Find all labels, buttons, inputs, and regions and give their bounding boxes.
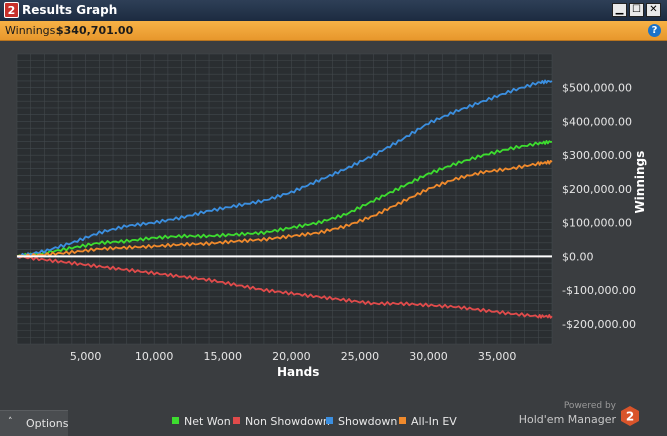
series-lines xyxy=(16,79,553,319)
plot-area xyxy=(17,54,552,344)
close-button[interactable]: ✕ xyxy=(646,3,661,17)
results-chart: 5,000 10,000 15,000 20,000 25,000 30,000 35,00… xyxy=(16,53,647,379)
series-line-net-won xyxy=(16,140,553,258)
legend-swatch xyxy=(326,417,333,424)
app-logo-icon: 2 xyxy=(4,2,19,18)
x-tick-label: 20,000 xyxy=(272,350,311,363)
help-icon[interactable]: ? xyxy=(648,24,661,37)
x-tick-label: 30,000 xyxy=(409,350,448,363)
x-tick-label: 25,000 xyxy=(341,350,380,363)
x-tick-label: 35,000 xyxy=(478,350,517,363)
x-axis-label: Hands xyxy=(277,365,319,379)
series-line-all-in-ev xyxy=(16,160,553,258)
legend-swatch xyxy=(233,417,240,424)
winnings-label: Winnings: xyxy=(5,24,60,37)
legend-label: All-In EV xyxy=(411,415,457,428)
options-button[interactable]: ˄ Options xyxy=(0,410,68,436)
y-tick-label: $100,000.00 xyxy=(562,217,632,230)
y-tick-label: $200,000.00 xyxy=(562,183,632,196)
y-tick-label: $300,000.00 xyxy=(562,149,632,162)
chevron-up-icon: ˄ xyxy=(8,417,13,427)
legend-label: Showdown xyxy=(338,415,398,428)
y-tick-label: -$200,000.00 xyxy=(562,318,636,331)
holdem-manager-logo-icon: 2 xyxy=(621,406,639,426)
legend-item[interactable]: All-In EV xyxy=(399,415,457,428)
y-axis-label: Winnings xyxy=(633,151,647,214)
title-bar[interactable]: 2 Results Graph ▁ ☐ ✕ xyxy=(0,0,667,21)
x-tick-label: 15,000 xyxy=(204,350,243,363)
series-line-showdown xyxy=(16,79,553,259)
legend-item[interactable]: Showdown xyxy=(326,415,397,428)
winnings-value: $340,701.00 xyxy=(56,24,134,37)
powered-by-text: Powered by xyxy=(563,401,616,411)
legend-swatch xyxy=(399,417,406,424)
x-axis-ticks: 5,000 10,000 15,000 20,000 25,000 30,000 35,00… xyxy=(70,350,517,363)
logo-digit: 2 xyxy=(626,410,634,424)
legend-item[interactable]: Net Won xyxy=(172,415,231,428)
grid xyxy=(16,53,553,345)
y-axis-ticks: $500,000.00 $400,000.00 $300,000.00 $200,00… xyxy=(562,82,636,331)
legend-item[interactable]: Non Showdown xyxy=(233,415,330,428)
y-tick-label: $400,000.00 xyxy=(562,115,632,128)
y-tick-label: $0.00 xyxy=(562,250,594,263)
y-tick-label: $500,000.00 xyxy=(562,82,632,95)
x-tick-label: 10,000 xyxy=(135,350,174,363)
maximize-button[interactable]: ☐ xyxy=(629,3,644,17)
window-title: Results Graph xyxy=(22,3,118,17)
legend-label: Non Showdown xyxy=(245,415,330,428)
winnings-info-bar: Winnings: $340,701.00 ? xyxy=(0,21,667,41)
legend-label: Net Won xyxy=(184,415,231,428)
options-label: Options xyxy=(26,417,69,430)
y-tick-label: -$100,000.00 xyxy=(562,284,636,297)
x-tick-label: 5,000 xyxy=(70,350,102,363)
series-line-non-showdown xyxy=(16,255,553,319)
legend-swatch xyxy=(172,417,179,424)
minimize-button[interactable]: ▁ xyxy=(612,3,627,17)
brand-name: Hold'em Manager xyxy=(518,413,616,426)
